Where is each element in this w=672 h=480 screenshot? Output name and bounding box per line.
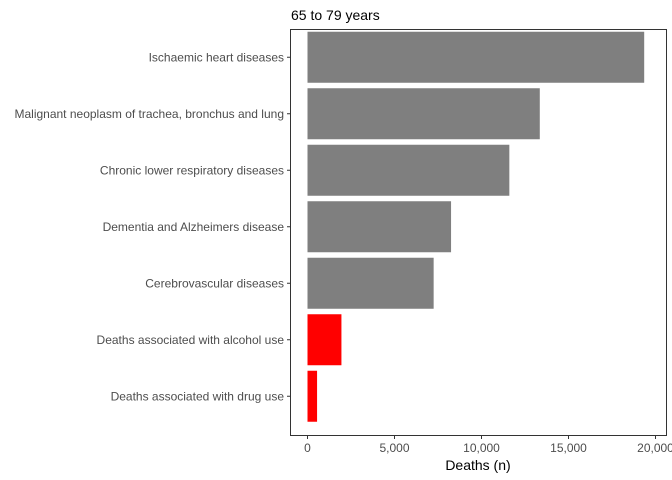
category-label-2: Chronic lower respiratory diseases: [100, 163, 284, 177]
category-label-1: Malignant neoplasm of trachea, bronchus …: [14, 107, 284, 121]
category-label-3: Dementia and Alzheimers disease: [103, 220, 285, 234]
x-tick-label-2: 10,000: [463, 441, 500, 455]
bars-group: [307, 31, 645, 422]
bar-2: [307, 144, 510, 196]
x-axis-ticks: 0 5,000 10,000 15,000 20,000: [304, 435, 672, 455]
category-label-0: Ischaemic heart diseases: [149, 50, 284, 64]
x-tick-label-1: 5,000: [379, 441, 409, 455]
bar-6: [307, 370, 318, 422]
chart-title: 65 to 79 years: [291, 7, 380, 23]
x-tick-label-3: 15,000: [550, 441, 587, 455]
bar-3: [307, 201, 452, 253]
category-labels: Ischaemic heart diseases Malignant neopla…: [14, 50, 291, 403]
bar-1: [307, 88, 540, 140]
category-label-4: Cerebrovascular diseases: [145, 276, 284, 290]
category-label-6: Deaths associated with drug use: [111, 389, 285, 403]
category-label-5: Deaths associated with alcohol use: [97, 333, 285, 347]
x-tick-label-4: 20,000: [637, 441, 672, 455]
x-axis-label: Deaths (n): [445, 457, 510, 473]
bar-4: [307, 257, 434, 309]
bar-5: [307, 314, 342, 366]
bar-0: [307, 31, 645, 83]
x-tick-label-0: 0: [304, 441, 311, 455]
